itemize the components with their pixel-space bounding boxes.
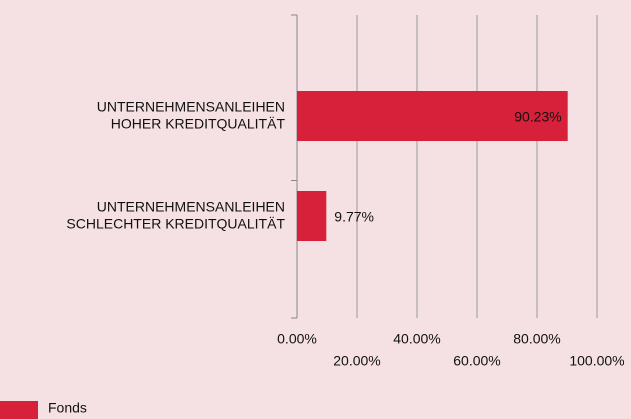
x-tick-label: 20.00% (333, 353, 380, 369)
bar (297, 91, 568, 141)
data-label: 90.23% (514, 109, 561, 125)
x-tick-label: 40.00% (393, 331, 440, 347)
legend-swatch (0, 401, 38, 419)
x-tick-label: 60.00% (453, 353, 500, 369)
x-tick-label: 80.00% (513, 331, 560, 347)
x-tick-label: 100.00% (569, 353, 624, 369)
data-label: 9.77% (334, 209, 374, 225)
x-tick-label: 0.00% (277, 331, 317, 347)
legend-label: Fonds (48, 400, 87, 416)
y-tick-label: UNTERNEHMENSANLEIHEN HOHER KREDITQUALITÄT (97, 98, 286, 131)
y-tick-label: UNTERNEHMENSANLEIHEN SCHLECHTER KREDITQUA… (66, 198, 285, 231)
bar (297, 191, 327, 241)
